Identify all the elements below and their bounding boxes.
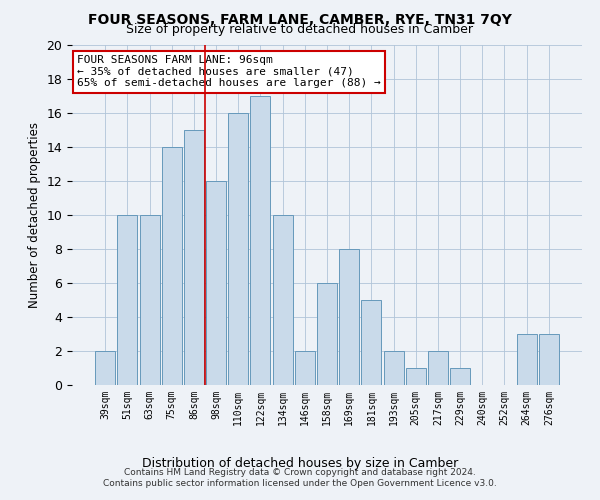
Bar	[295, 351, 315, 385]
Bar	[140, 215, 160, 385]
Y-axis label: Number of detached properties: Number of detached properties	[28, 122, 41, 308]
Bar	[428, 351, 448, 385]
Bar	[95, 351, 115, 385]
Text: Contains HM Land Registry data © Crown copyright and database right 2024.
Contai: Contains HM Land Registry data © Crown c…	[103, 468, 497, 487]
Bar	[450, 368, 470, 385]
Bar	[118, 215, 137, 385]
Text: FOUR SEASONS, FARM LANE, CAMBER, RYE, TN31 7QY: FOUR SEASONS, FARM LANE, CAMBER, RYE, TN…	[88, 12, 512, 26]
Bar	[317, 283, 337, 385]
Bar	[206, 181, 226, 385]
Bar	[406, 368, 426, 385]
Bar	[228, 113, 248, 385]
Bar	[272, 215, 293, 385]
Text: Size of property relative to detached houses in Camber: Size of property relative to detached ho…	[127, 22, 473, 36]
Bar	[383, 351, 404, 385]
Bar	[250, 96, 271, 385]
Bar	[162, 147, 182, 385]
Bar	[361, 300, 382, 385]
Bar	[184, 130, 204, 385]
Text: FOUR SEASONS FARM LANE: 96sqm
← 35% of detached houses are smaller (47)
65% of s: FOUR SEASONS FARM LANE: 96sqm ← 35% of d…	[77, 55, 381, 88]
Bar	[339, 249, 359, 385]
Bar	[539, 334, 559, 385]
Text: Distribution of detached houses by size in Camber: Distribution of detached houses by size …	[142, 458, 458, 470]
Bar	[517, 334, 536, 385]
